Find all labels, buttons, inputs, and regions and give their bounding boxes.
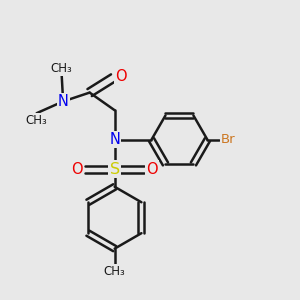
Text: N: N	[58, 94, 69, 109]
Text: CH₃: CH₃	[104, 265, 125, 278]
Text: N: N	[109, 132, 120, 147]
Text: O: O	[71, 162, 83, 177]
Text: S: S	[110, 162, 120, 177]
Text: CH₃: CH₃	[51, 62, 73, 75]
Text: Br: Br	[221, 133, 235, 146]
Text: O: O	[115, 69, 126, 84]
Text: O: O	[146, 162, 158, 177]
Text: CH₃: CH₃	[26, 114, 47, 127]
